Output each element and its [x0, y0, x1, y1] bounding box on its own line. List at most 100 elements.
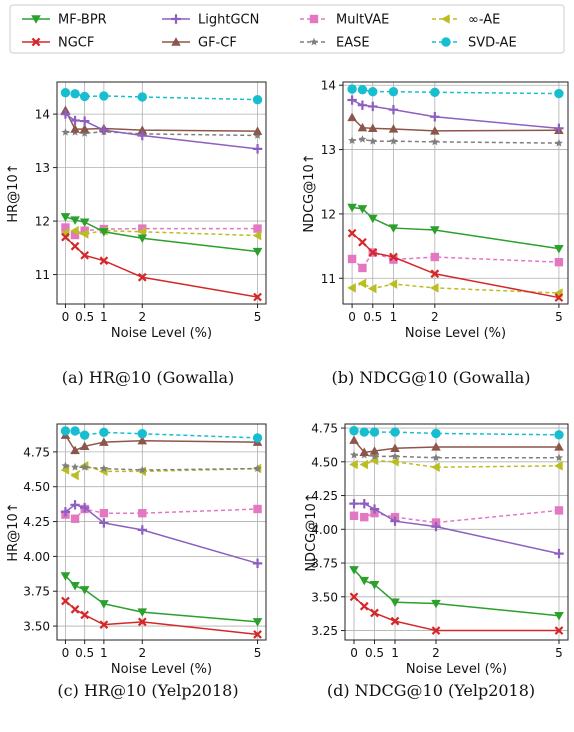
legend-label-svd-ae: SVD-AE	[468, 36, 517, 51]
data-point-svd-ae	[252, 94, 263, 105]
series-inf-ae	[60, 461, 262, 481]
legend-item-gf-cf: GF-CF	[162, 36, 237, 51]
data-point-svd-ae	[79, 430, 90, 440]
data-point-inf-ae	[252, 230, 262, 241]
data-point-svd-ae	[99, 427, 109, 438]
y-tick-label: 4.50	[23, 480, 50, 494]
data-point-mf-bpr	[79, 218, 90, 227]
series-svd-ae	[349, 426, 564, 440]
data-point-multvae	[61, 223, 70, 232]
data-point-ease	[80, 463, 89, 471]
legend-box	[9, 4, 565, 54]
data-point-inf-ae	[347, 283, 356, 293]
data-point-ease	[370, 452, 379, 460]
data-point-mf-bpr	[554, 244, 564, 254]
data-point-ease	[389, 137, 398, 145]
data-point-lightgcn	[431, 521, 441, 532]
data-point-mf-bpr	[79, 586, 90, 595]
data-point-ngcf	[390, 616, 400, 626]
legend-marker-svd-ae	[441, 37, 451, 47]
data-point-svd-ae	[369, 427, 380, 437]
series-svd-ae	[347, 84, 564, 99]
data-point-ease	[358, 135, 367, 143]
y-tick-label: 14	[35, 108, 50, 122]
data-point-ease	[138, 465, 147, 474]
series-mf-bpr	[349, 566, 564, 621]
y-tick-label: 3.25	[311, 624, 338, 638]
data-point-gf-cf	[347, 112, 357, 122]
x-tick-label: 2	[138, 646, 146, 660]
series-line-multvae	[353, 509, 560, 524]
x-axis-title: Noise Level (%)	[111, 326, 212, 341]
data-point-multvae	[138, 224, 147, 233]
series-mf-bpr	[347, 203, 564, 254]
data-point-ease	[432, 453, 440, 462]
data-point-inf-ae	[349, 459, 358, 470]
data-point-lightgcn	[359, 498, 369, 509]
x-tick-label: 0.5	[365, 646, 384, 660]
data-point-svd-ae	[388, 86, 399, 97]
y-tick-label: 13	[321, 143, 336, 157]
data-point-multvae	[360, 512, 369, 522]
data-point-mf-bpr	[60, 213, 71, 222]
series-mf-bpr	[60, 572, 263, 627]
data-point-mf-bpr	[347, 203, 357, 213]
data-point-mf-bpr	[367, 214, 378, 224]
series-gf-cf	[60, 105, 263, 135]
data-point-ease	[61, 128, 70, 136]
series-ngcf	[61, 596, 262, 639]
data-point-ngcf	[253, 630, 262, 639]
data-point-multvae	[389, 255, 398, 264]
legend-label-multvae: MultVAE	[336, 13, 389, 28]
legend-label-gf-cf: GF-CF	[198, 36, 237, 51]
data-point-lightgcn	[390, 516, 400, 526]
data-point-svd-ae	[79, 91, 90, 102]
x-tick-label: 5	[254, 310, 262, 324]
series-line-gf-cf	[353, 439, 559, 454]
x-tick-label: 1	[100, 310, 108, 324]
data-point-ease	[71, 463, 80, 471]
y-axis-title: NDCG@10↑	[302, 153, 317, 232]
series-lightgcn	[60, 500, 263, 569]
series-line-svd-ae	[65, 430, 258, 439]
data-point-gf-cf	[349, 435, 359, 444]
data-point-inf-ae	[359, 459, 368, 470]
x-tick-label: 5	[254, 646, 262, 660]
data-point-svd-ae	[60, 87, 71, 98]
panel-caption: (d) NDCG@10 (Yelp2018)	[327, 681, 535, 700]
legend-item-mf-bpr: MF-BPR	[22, 13, 107, 28]
x-tick-label: 2	[432, 646, 440, 660]
x-tick-label: 0.5	[363, 310, 382, 324]
plot-area-frame	[344, 423, 569, 641]
data-point-mf-bpr	[430, 226, 440, 235]
data-point-inf-ae	[388, 279, 398, 289]
data-point-gf-cf	[388, 124, 399, 133]
data-point-ngcf	[70, 241, 80, 251]
data-point-svd-ae	[349, 426, 359, 436]
plot-area-frame	[342, 81, 569, 305]
legend-marker-inf-ae	[441, 14, 450, 24]
data-point-multvae	[347, 254, 357, 264]
data-point-lightgcn	[70, 500, 80, 510]
series-svd-ae	[60, 426, 263, 443]
data-point-lightgcn	[137, 525, 147, 535]
data-point-svd-ae	[357, 85, 368, 95]
data-point-svd-ae	[554, 430, 564, 440]
data-point-ngcf	[349, 592, 359, 602]
legend-label-ease: EASE	[336, 36, 370, 51]
data-point-lightgcn	[99, 518, 109, 528]
data-point-inf-ae	[431, 462, 440, 472]
data-point-ease	[554, 138, 563, 147]
data-point-gf-cf	[390, 443, 400, 452]
y-tick-label: 4.50	[311, 455, 338, 469]
data-point-multvae	[358, 263, 367, 273]
data-point-svd-ae	[70, 426, 80, 436]
series-gf-cf	[347, 112, 564, 135]
data-point-gf-cf	[79, 124, 90, 133]
series-line-gf-cf	[64, 434, 258, 452]
series-line-multvae	[65, 508, 258, 520]
y-tick-label: 4.25	[311, 489, 338, 503]
data-point-gf-cf	[431, 442, 441, 451]
y-tick-label: 13	[35, 161, 50, 175]
legend-label-mf-bpr: MF-BPR	[58, 13, 107, 28]
